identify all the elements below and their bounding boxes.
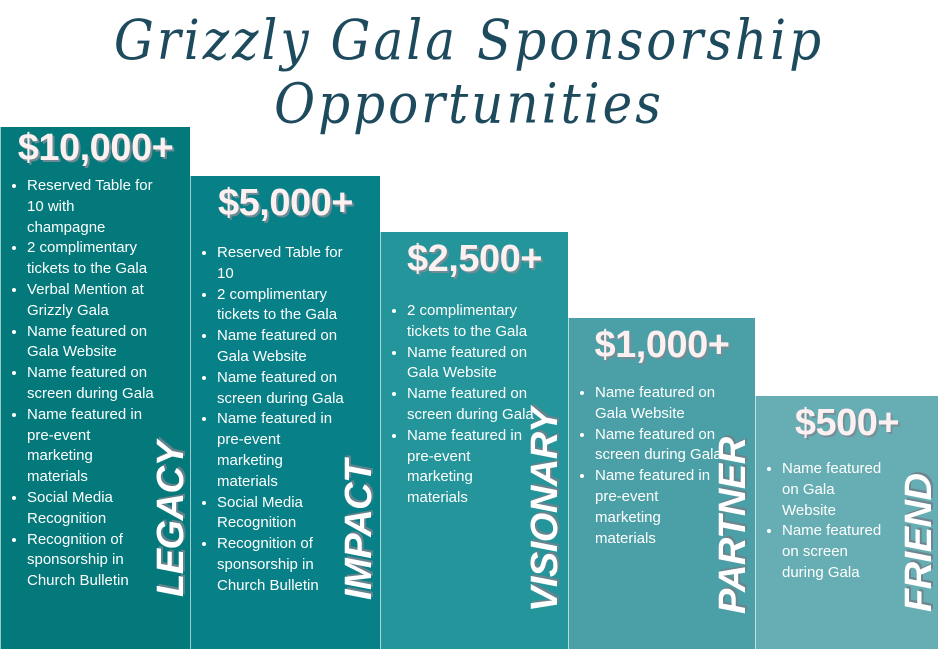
tier-name: VISIONARY bbox=[524, 408, 566, 612]
benefit-item: Name featured on screen during Gala bbox=[595, 425, 725, 467]
benefit-item: 2 complimentary tickets to the Gala bbox=[407, 301, 537, 343]
benefit-item: Name featured on Gala Website bbox=[782, 459, 882, 521]
tier-legacy: $10,000+ Reserved Table for 10 with champ… bbox=[0, 127, 190, 649]
tier-amount: $5,000+ bbox=[218, 182, 353, 224]
tier-name: PARTNER bbox=[712, 437, 754, 614]
tier-partner: $1,000+Name featured on Gala WebsiteName… bbox=[568, 318, 755, 649]
tier-name: LEGACY bbox=[150, 441, 192, 597]
tier-name: FRIEND bbox=[898, 473, 938, 612]
tier-name: IMPACT bbox=[338, 460, 380, 600]
benefit-item: Name featured on Gala Website bbox=[407, 343, 537, 385]
benefit-item: Name featured in pre-event marketing mat… bbox=[595, 466, 725, 549]
benefit-item: Name featured on Gala Website bbox=[595, 383, 725, 425]
benefit-item: Name featured on Gala Website bbox=[27, 322, 157, 364]
benefit-item: Name featured in pre-event marketing mat… bbox=[27, 405, 157, 488]
benefit-item: Name featured on screen during Gala bbox=[782, 521, 882, 583]
benefit-item: Name featured on screen during Gala bbox=[27, 363, 157, 405]
benefit-item: Reserved Table for 10 with champagne bbox=[27, 176, 157, 238]
tier-amount: $1,000+ bbox=[594, 324, 730, 366]
tier-visionary: $2,500+ 2 complimentary tickets to the Ga… bbox=[380, 232, 568, 649]
tier-amount: $500+ bbox=[794, 402, 900, 444]
benefit-item: Verbal Mention at Grizzly Gala bbox=[27, 280, 157, 322]
benefit-list: Reserved Table for 102 complimentary tic… bbox=[191, 243, 347, 597]
tier-friend: $500+ Name featured on Gala WebsiteName f… bbox=[755, 396, 938, 649]
benefit-item: Social Media Recognition bbox=[27, 488, 157, 530]
benefit-list: 2 complimentary tickets to the GalaName … bbox=[381, 301, 537, 509]
benefit-item: Name featured on screen during Gala bbox=[217, 368, 347, 410]
benefit-item: 2 complimentary tickets to the Gala bbox=[27, 238, 157, 280]
benefit-item: Name featured in pre-event marketing mat… bbox=[217, 409, 347, 492]
benefit-item: Name featured on screen during Gala bbox=[407, 384, 537, 426]
benefit-list: Name featured on Gala WebsiteName featur… bbox=[569, 383, 725, 549]
benefit-item: Reserved Table for 10 bbox=[217, 243, 347, 285]
benefit-item: Recognition of sponsorship in Church Bul… bbox=[27, 530, 157, 592]
tier-impact: $5,000+ Reserved Table for 102 compliment… bbox=[190, 176, 380, 649]
benefit-list: Name featured on Gala WebsiteName featur… bbox=[756, 459, 882, 584]
benefit-item: Name featured in pre-event marketing mat… bbox=[407, 426, 537, 509]
benefit-item: Social Media Recognition bbox=[217, 493, 347, 535]
benefit-item: Name featured on Gala Website bbox=[217, 326, 347, 368]
benefit-item: 2 complimentary tickets to the Gala bbox=[217, 285, 347, 327]
page-title: Grizzly Gala Sponsorship Opportunities bbox=[113, 8, 825, 136]
tier-amount: $2,500+ bbox=[407, 238, 542, 280]
benefit-item: Recognition of sponsorship in Church Bul… bbox=[217, 534, 347, 596]
tier-amount: $10,000+ bbox=[17, 127, 174, 169]
benefit-list: Reserved Table for 10 with champagne2 co… bbox=[1, 176, 157, 592]
